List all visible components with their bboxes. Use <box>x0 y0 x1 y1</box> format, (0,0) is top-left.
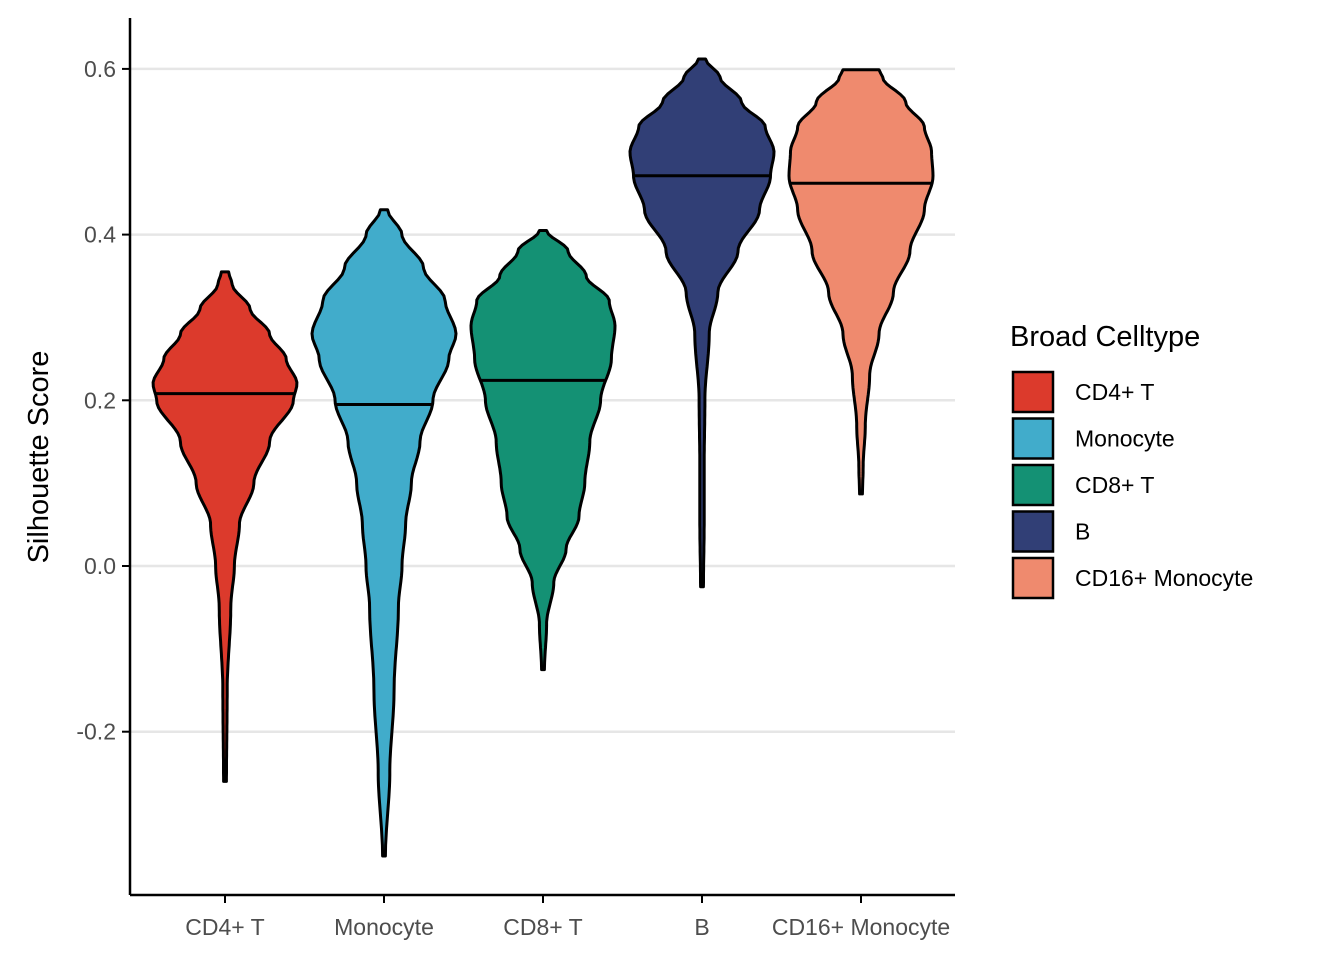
violin-4 <box>787 68 935 496</box>
legend-label: B <box>1075 519 1090 545</box>
axes: -0.2 0.0 0.2 0.4 0.6 CD4+ T Monocyte CD8+ T B CD1… <box>76 18 955 940</box>
x-tick-label: Monocyte <box>334 914 434 940</box>
y-tick-label: 0.4 <box>84 222 116 248</box>
legend-swatch <box>1011 463 1055 507</box>
x-tick-label: CD8+ T <box>503 914 582 940</box>
violin-2 <box>469 229 617 672</box>
x-tick-label: B <box>694 914 709 940</box>
y-tick-label: 0.2 <box>84 387 116 413</box>
legend-label: CD8+ T <box>1075 472 1154 498</box>
legend-title: Broad Celltype <box>1010 321 1200 353</box>
y-tick-label: 0.6 <box>84 56 116 82</box>
legend-swatch <box>1011 556 1055 600</box>
violin-0 <box>151 270 299 783</box>
legend-label: CD16+ Monocyte <box>1075 565 1253 591</box>
legend-swatch <box>1011 510 1055 553</box>
legend-swatch <box>1011 370 1055 414</box>
x-tick-label: CD4+ T <box>185 914 264 940</box>
violin-3 <box>628 57 776 589</box>
violins <box>151 57 935 858</box>
legend-label: Monocyte <box>1075 426 1175 452</box>
legend-swatch <box>1011 417 1055 460</box>
x-tick-label: CD16+ Monocyte <box>772 914 950 940</box>
y-axis-title: Silhouette Score <box>23 351 55 564</box>
legend-label: CD4+ T <box>1075 379 1154 405</box>
violin-1 <box>310 208 458 858</box>
y-tick-label: -0.2 <box>76 719 116 745</box>
y-tick-label: 0.0 <box>84 553 116 579</box>
legend: CD4+ T Monocyte CD8+ T B CD16+ Monocyte <box>1011 370 1253 600</box>
